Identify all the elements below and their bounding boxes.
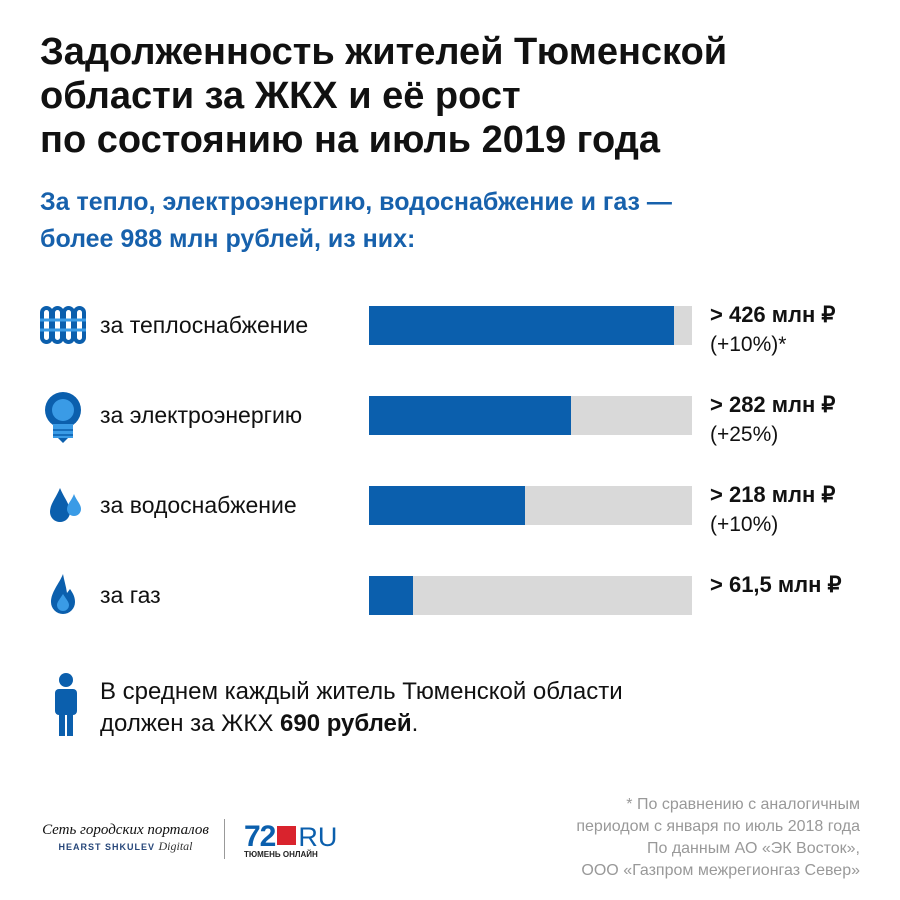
bar [369,486,526,525]
bar-row: за электроэнергию > 282 млн ₽ (+25%) [0,390,900,450]
hearst-text: HEARST SHKULEV [58,842,155,852]
lightbulb-icon [38,390,88,443]
note-line: В среднем каждый житель Тюменской област… [100,678,623,705]
category-label: за теплоснабжение [100,312,309,338]
change-label: (+25%) [710,423,779,446]
bar-row: за теплоснабжение > 426 млн ₽ (+10%)* [0,300,900,360]
gas-flame-icon [38,570,88,620]
footnote-line: * По сравнению с аналогичным [626,796,860,813]
note-amount: 690 рублей [280,710,412,737]
title-line: области за ЖКХ и её рост [40,75,521,117]
page-title: Задолженность жителей Тюменской области … [40,30,727,162]
value-label: > 282 млн ₽ [710,392,836,417]
note-line: должен за ЖКХ [100,710,280,737]
water-drops-icon [38,480,88,530]
bar-row: за водоснабжение > 218 млн ₽ (+10%) [0,480,900,540]
digital-text: Digital [158,839,193,853]
footnote: * По сравнению с аналогичным периодом с … [576,794,860,882]
value-label: > 61,5 млн ₽ [710,572,842,597]
category-label: за водоснабжение [100,492,297,518]
footnote-line: ООО «Газпром межрегионгаз Север» [581,862,860,879]
logo-divider [224,819,225,859]
title-line: Задолженность жителей Тюменской [40,31,728,73]
bar-track [369,306,692,345]
bar [369,576,414,615]
value-label: > 218 млн ₽ [710,482,836,507]
subtitle-line: более 988 млн рублей, из них: [40,225,416,253]
footnote-line: По данным АО «ЭК Восток», [646,840,860,857]
value-label: > 426 млн ₽ [710,302,836,327]
footnote-line: периодом с января по июль 2018 года [576,818,860,835]
average-debt-note: В среднем каждый житель Тюменской област… [100,676,623,740]
site-logo-square-icon [277,826,297,845]
bar-row: за газ > 61,5 млн ₽ [0,570,900,630]
bar [369,396,571,435]
site-logo-sub: ТЮМЕНЬ ОНЛАЙН [244,850,318,859]
title-line: по состоянию на июль 2019 года [40,119,660,161]
category-label: за газ [100,582,161,608]
radiator-icon [38,300,88,350]
note-end: . [411,710,419,737]
bar-track [369,486,692,525]
bar [369,306,675,345]
bar-track [369,576,692,615]
person-icon [55,673,77,736]
site-logo-number: 72 [244,820,276,853]
site-logo[interactable]: 72 RU ТЮМЕНЬ ОНЛАЙН [244,820,337,859]
network-logo-text: Сеть городских порталов [42,822,209,838]
category-label: за электроэнергию [100,402,303,428]
site-logo-ru: RU [298,822,338,852]
change-label: (+10%)* [710,333,787,356]
network-logo: Сеть городских порталов HEARST SHKULEV D… [38,822,213,854]
subtitle: За тепло, электроэнергию, водоснабжение … [40,184,672,258]
bar-track [369,396,692,435]
change-label: (+10%) [710,513,779,536]
subtitle-line: За тепло, электроэнергию, водоснабжение … [40,188,672,216]
